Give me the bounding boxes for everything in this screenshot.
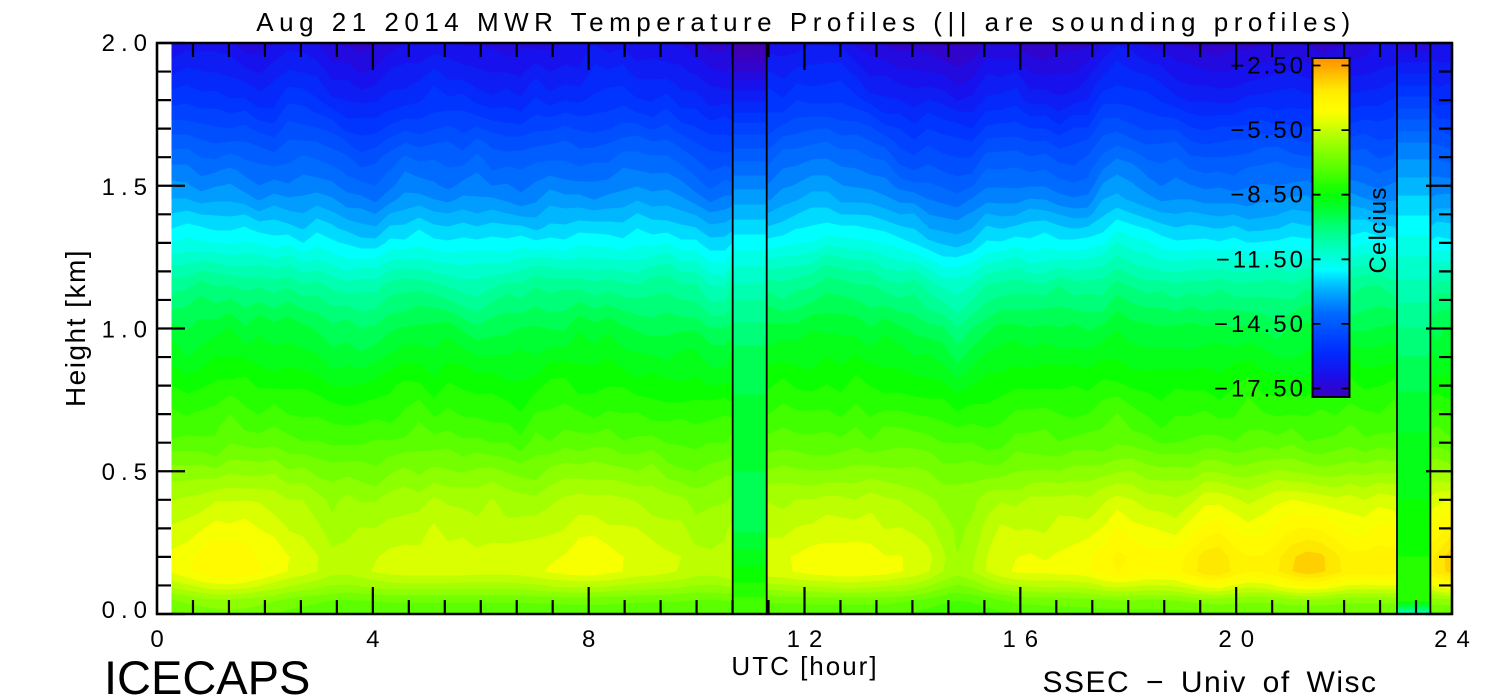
svg-text:Aug 21 2014 MWR Temperature Pr: Aug 21 2014 MWR Temperature Profiles (||… bbox=[256, 7, 1355, 37]
svg-text:UTC [hour]: UTC [hour] bbox=[731, 651, 878, 681]
svg-text:0.5: 0.5 bbox=[102, 459, 153, 486]
svg-text:0: 0 bbox=[150, 626, 172, 653]
svg-text:−14.50: −14.50 bbox=[1214, 311, 1306, 338]
svg-text:−5.50: −5.50 bbox=[1230, 117, 1306, 144]
svg-text:16: 16 bbox=[1002, 626, 1047, 653]
svg-text:20: 20 bbox=[1218, 626, 1263, 653]
svg-text:0.0: 0.0 bbox=[102, 597, 153, 624]
svg-text:4: 4 bbox=[366, 626, 388, 653]
svg-text:Celcius: Celcius bbox=[1365, 186, 1392, 273]
svg-text:−17.50: −17.50 bbox=[1214, 376, 1306, 403]
svg-text:−8.50: −8.50 bbox=[1230, 182, 1306, 209]
svg-text:ICECAPS: ICECAPS bbox=[104, 651, 310, 700]
svg-text:12: 12 bbox=[787, 626, 832, 653]
svg-text:1.5: 1.5 bbox=[102, 174, 153, 201]
svg-text:1.0: 1.0 bbox=[102, 317, 153, 344]
svg-text:−2.50: −2.50 bbox=[1230, 53, 1306, 80]
svg-text:−11.50: −11.50 bbox=[1216, 246, 1306, 273]
svg-text:2.0: 2.0 bbox=[102, 30, 153, 57]
svg-text:8: 8 bbox=[582, 626, 604, 653]
svg-text:SSEC − Univ of Wisc: SSEC − Univ of Wisc bbox=[1042, 666, 1377, 699]
svg-text:Height [km]: Height [km] bbox=[60, 249, 91, 407]
svg-text:24: 24 bbox=[1434, 626, 1479, 653]
